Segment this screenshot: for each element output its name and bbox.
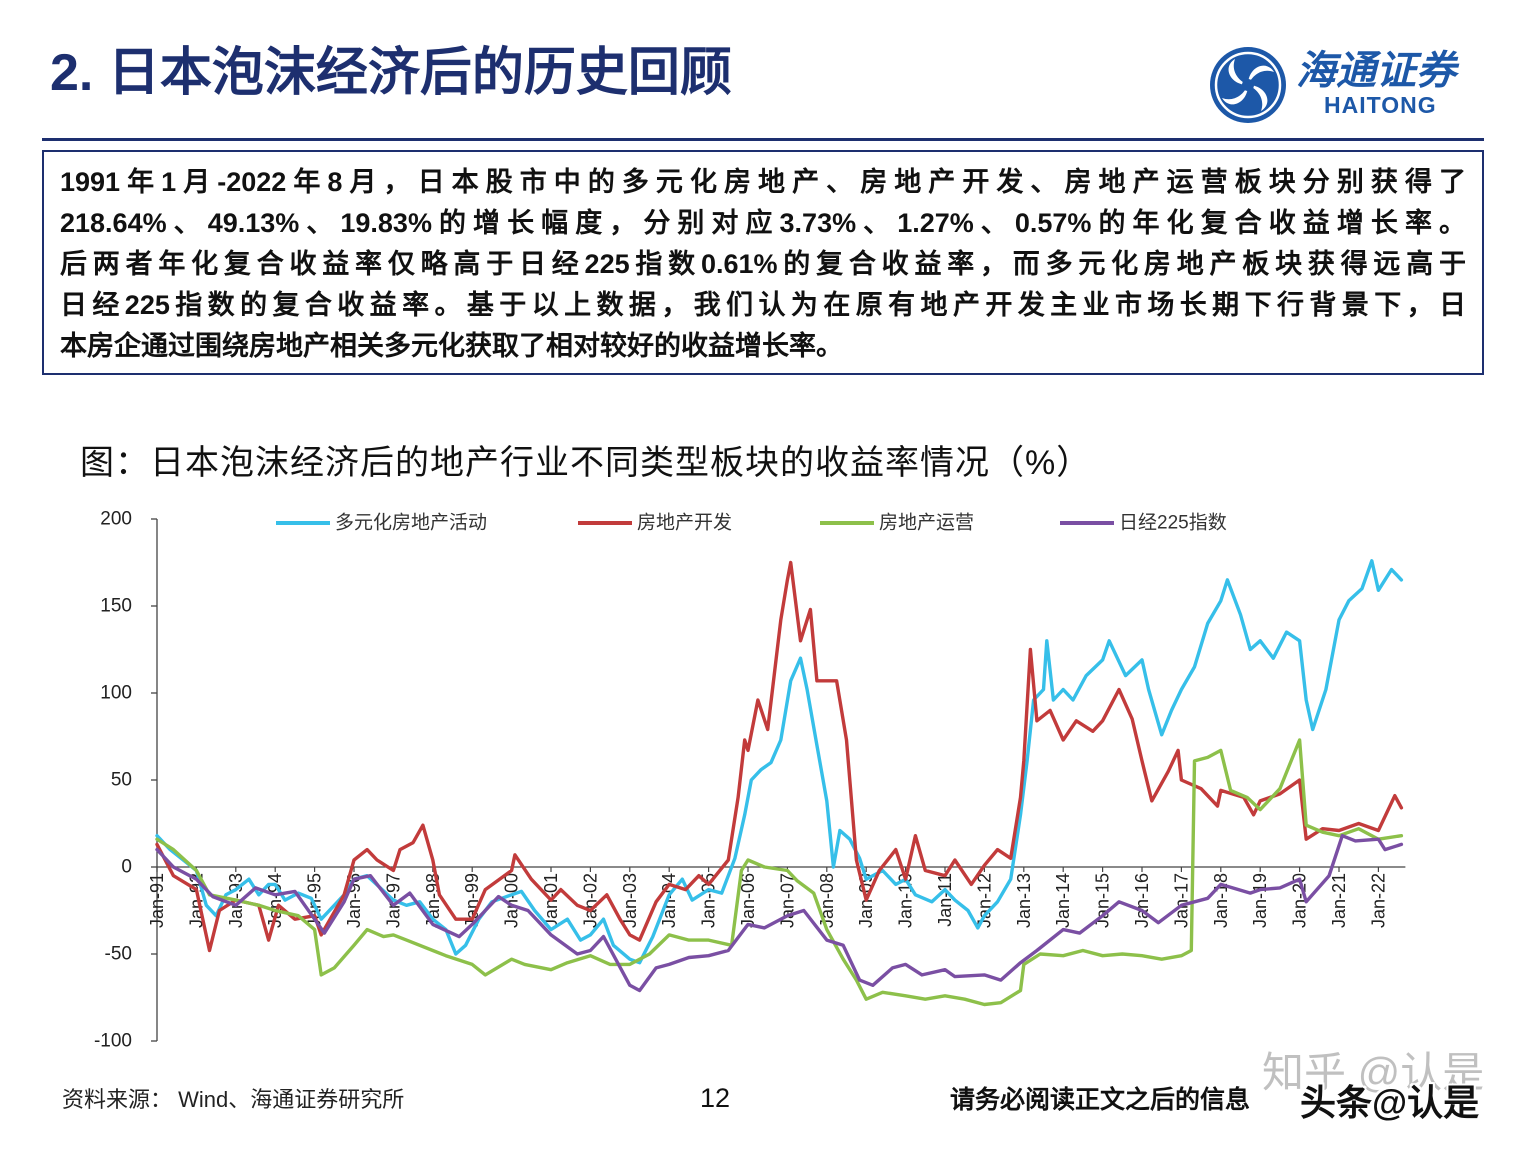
x-tick-label: Jan-00: [502, 873, 522, 928]
series-line: [155, 834, 1404, 993]
legend-label: 房地产运营: [879, 512, 974, 534]
x-tick-label: Jan-12: [974, 873, 994, 928]
x-tick-label: Jan-19: [1250, 873, 1270, 928]
x-tick-label: Jan-05: [699, 873, 719, 928]
chart-title: 图：日本泡沫经济后的地产行业不同类型板块的收益率情况（%）: [80, 444, 1092, 482]
page-number: 12: [700, 1083, 731, 1113]
x-tick-label: Jan-08: [817, 873, 837, 928]
y-tick-label: 0: [121, 857, 132, 878]
x-tick-label: Jan-14: [1053, 873, 1073, 928]
summary-line: 后两者年化复合收益率仅略高于日经225指数0.61%的复合收益率，而多元化房地产…: [60, 249, 1466, 279]
x-tick-label: Jan-18: [1211, 873, 1231, 928]
summary-line: 本房企通过围绕房地产相关多元化获取了相对较好的收益增长率。: [60, 331, 843, 361]
legend-label: 房地产开发: [637, 512, 732, 534]
x-tick-label: Jan-21: [1329, 873, 1349, 928]
x-tick-label: Jan-11: [935, 873, 955, 927]
logo-name-en: HAITONG: [1324, 92, 1437, 118]
summary-box: 1991年1月-2022年8月，日本股市中的多元化房地产、房地产开发、房地产运营…: [42, 150, 1484, 375]
x-tick-label: Jan-99: [462, 873, 482, 928]
summary-line: 日经225指数的复合收益率。基于以上数据，我们认为在原有地产开发主业市场长期下行…: [60, 290, 1466, 320]
logo-name-cn: 海通证券: [1296, 49, 1456, 93]
watermark-toutiao: 头条@认是: [1300, 1082, 1480, 1123]
x-tick-label: Jan-02: [580, 873, 600, 928]
y-tick-label: 200: [100, 509, 132, 530]
x-tick-label: Jan-16: [1132, 873, 1152, 928]
header-divider: [42, 138, 1484, 141]
y-tick-label: 150: [100, 596, 132, 617]
slide-title: 2. 日本泡沫经济后的历史回顾: [50, 44, 732, 102]
y-tick-label: -50: [105, 944, 132, 965]
summary-line: 218.64%、49.13%、19.83%的增长幅度，分别对应3.73%、1.2…: [60, 208, 1466, 238]
x-tick-label: Jan-20: [1290, 873, 1310, 928]
series-line: [155, 560, 1404, 953]
y-tick-label: 100: [100, 683, 132, 704]
legend-label: 多元化房地产活动: [335, 512, 487, 534]
legend-label: 日经225指数: [1119, 512, 1227, 534]
y-tick-label: 50: [111, 770, 132, 791]
x-tick-label: Jan-94: [265, 873, 285, 928]
footer-disclaimer: 请务必阅读正文之后的信息: [950, 1086, 1251, 1114]
watermark-zhihu: 知乎 @认是: [1262, 1049, 1485, 1096]
footer-source: 资料来源： Wind、海通证券研究所: [62, 1087, 405, 1112]
x-tick-label: Jan-22: [1368, 873, 1388, 928]
x-tick-label: Jan-91: [147, 873, 167, 928]
x-tick-label: Jan-04: [659, 873, 679, 928]
series-line: [155, 738, 1404, 1007]
x-tick-label: Jan-17: [1171, 873, 1191, 928]
x-tick-label: Jan-03: [620, 873, 640, 928]
x-tick-label: Jan-06: [738, 873, 758, 928]
x-tick-label: Jan-13: [1014, 873, 1034, 928]
summary-line: 1991年1月-2022年8月，日本股市中的多元化房地产、房地产开发、房地产运营…: [60, 167, 1466, 197]
y-tick-label: -100: [94, 1031, 132, 1052]
haitong-logo-icon: [1210, 47, 1286, 123]
x-tick-label: Jan-15: [1093, 873, 1113, 928]
